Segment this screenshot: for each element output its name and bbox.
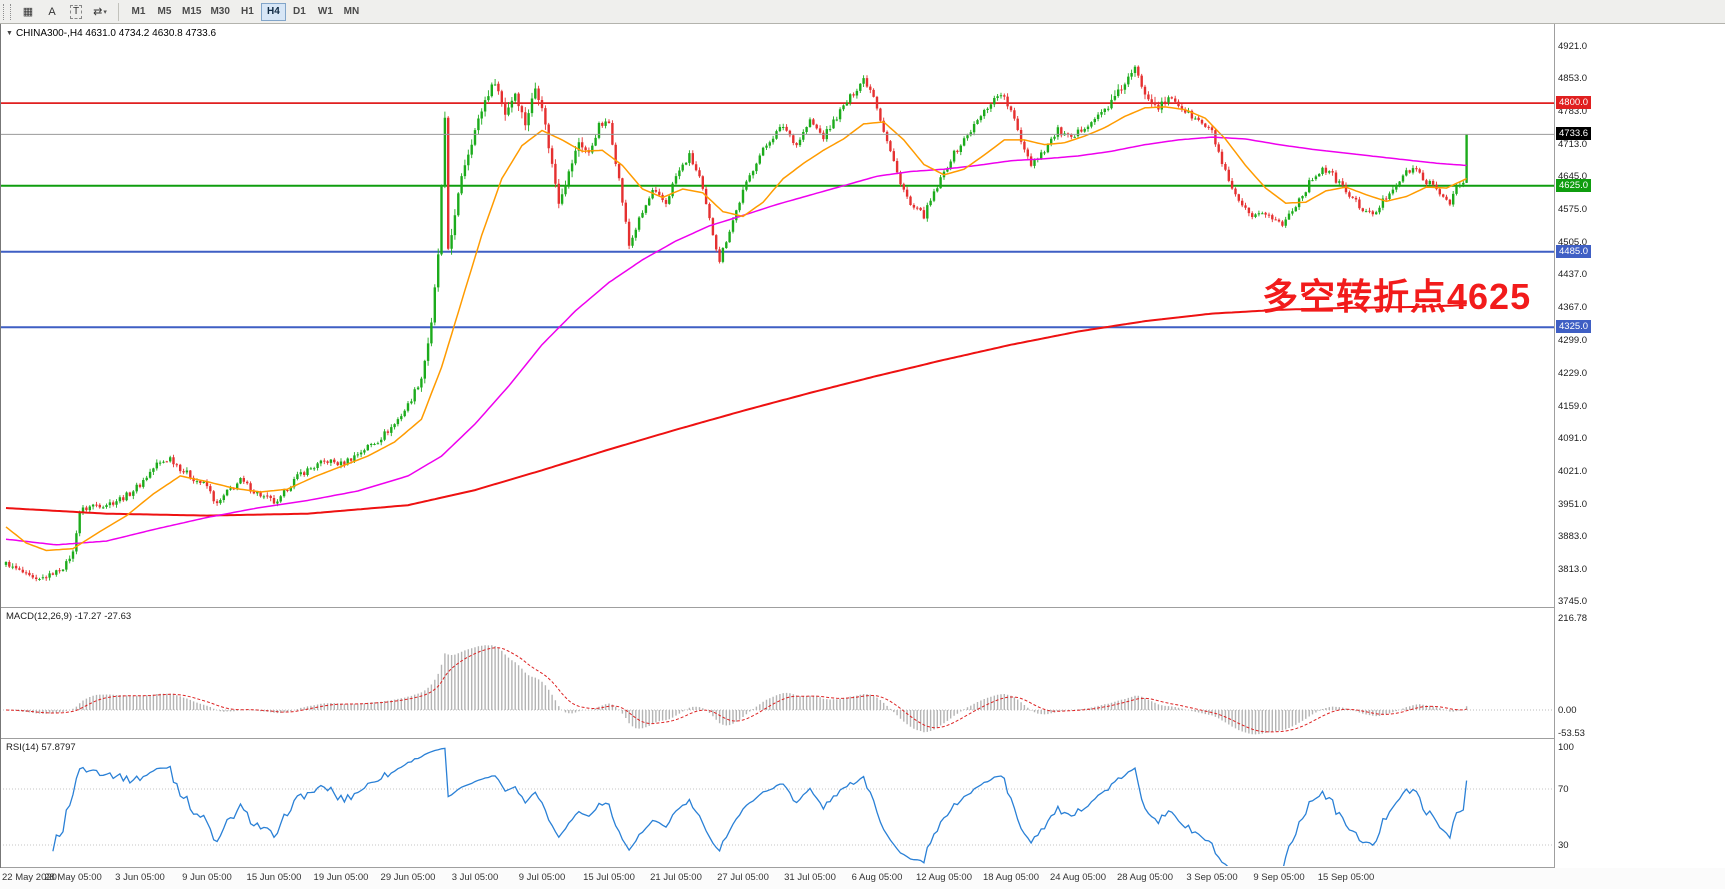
price-axis-label: 4091.0 bbox=[1558, 432, 1588, 444]
time-axis-label: 3 Jun 05:00 bbox=[115, 872, 165, 883]
price-axis-label: 3813.0 bbox=[1558, 563, 1588, 575]
macd-axis-label: 216.78 bbox=[1558, 612, 1588, 624]
timeframe-button-h1[interactable]: H1 bbox=[241, 6, 254, 17]
symbol-info: ▼ CHINA300-,H4 4631.0 4734.2 4630.8 4733… bbox=[6, 28, 216, 39]
toolbar-separator bbox=[118, 2, 119, 21]
toolbar-grip[interactable] bbox=[3, 3, 11, 20]
text-tool-icon[interactable]: T bbox=[65, 2, 87, 22]
rsi-axis-label: 30 bbox=[1558, 840, 1569, 851]
macd-indicator-label: MACD(12,26,9) -17.27 -27.63 bbox=[6, 611, 132, 622]
chart-canvas[interactable] bbox=[0, 0, 1554, 889]
price-axis-label: 4921.0 bbox=[1558, 41, 1588, 52]
price-axis-label: 4575.0 bbox=[1558, 204, 1588, 216]
price-axis-label: 3883.0 bbox=[1558, 530, 1588, 542]
price-axis-label: 4783.0 bbox=[1558, 106, 1588, 118]
time-axis-label: 28 Aug 05:00 bbox=[1117, 872, 1173, 883]
cycle-arrows-icon[interactable]: ⇄ ▾ bbox=[93, 6, 107, 18]
timeframe-button-d1[interactable]: D1 bbox=[293, 6, 306, 17]
timeframe-button-m30[interactable]: M30 bbox=[210, 6, 230, 17]
price-axis-label: 3951.0 bbox=[1558, 498, 1588, 510]
price-axis-label: 4229.0 bbox=[1558, 367, 1588, 379]
timeframe-button-mn[interactable]: MN bbox=[343, 6, 360, 17]
time-axis-label: 15 Sep 05:00 bbox=[1317, 872, 1375, 883]
time-axis-label: 12 Aug 05:00 bbox=[916, 872, 972, 883]
time-axis-label: 31 Jul 05:00 bbox=[784, 872, 836, 883]
price-level-badge: 4325.0 bbox=[1556, 320, 1592, 334]
macd-axis-label: -53.53 bbox=[1558, 727, 1585, 739]
macd-axis-label: 0.00 bbox=[1558, 705, 1577, 716]
price-level-badge: 4800.0 bbox=[1556, 96, 1592, 110]
time-axis[interactable]: 22 May 2020 28 May 05:00 3 Jun 05:00 9 Jun … bbox=[0, 868, 1725, 889]
price-axis-label: 4437.0 bbox=[1558, 269, 1588, 281]
font-tool-icon[interactable]: A bbox=[48, 5, 56, 18]
time-axis-label: 21 Jul 05:00 bbox=[650, 872, 702, 883]
price-axis-label: 4159.0 bbox=[1558, 400, 1588, 412]
time-axis-label: 15 Jul 05:00 bbox=[583, 872, 635, 883]
time-axis-label: 9 Jul 05:00 bbox=[518, 872, 566, 883]
panel-separator[interactable] bbox=[0, 738, 1725, 739]
price-axis-label: 4505.0 bbox=[1558, 237, 1588, 249]
price-level-badge: 4485.0 bbox=[1556, 244, 1592, 258]
time-axis-label: 19 Jun 05:00 bbox=[313, 872, 369, 883]
timeframe-button-h4[interactable]: H4 bbox=[260, 2, 286, 21]
symbol-dropdown-icon[interactable]: ▼ bbox=[6, 30, 13, 37]
price-axis-label: 3745.0 bbox=[1558, 596, 1588, 607]
price-axis-label: 4367.0 bbox=[1558, 302, 1588, 314]
time-axis-label: 22 May 2020 bbox=[2, 872, 57, 883]
timeframe-button-w1[interactable]: W1 bbox=[317, 6, 333, 17]
time-axis-label: 29 Jun 05:00 bbox=[380, 872, 436, 883]
price-axis-label: 4713.0 bbox=[1558, 139, 1588, 151]
toolbar: ▦ A T ⇄ ▾ M1 M5 M15 M30 H1 H4 D1 W1 MN bbox=[0, 0, 1725, 24]
chart-left-border bbox=[0, 24, 1, 889]
timeframe-button-m15[interactable]: M15 bbox=[182, 6, 202, 17]
time-axis-label: 6 Aug 05:00 bbox=[851, 872, 903, 883]
time-axis-label: 3 Jul 05:00 bbox=[451, 872, 499, 883]
price-axis-label: 4021.0 bbox=[1558, 465, 1588, 477]
time-axis-label: 15 Jun 05:00 bbox=[246, 872, 302, 883]
price-axis-label: 4299.0 bbox=[1558, 334, 1588, 346]
time-axis-label: 9 Jun 05:00 bbox=[182, 872, 232, 883]
price-axis-label: 4853.0 bbox=[1558, 73, 1588, 85]
panel-separator[interactable] bbox=[0, 607, 1725, 608]
timeframe-button-m1[interactable]: M1 bbox=[131, 6, 146, 17]
timeframe-button-m5[interactable]: M5 bbox=[157, 6, 172, 17]
time-axis-label: 18 Aug 05:00 bbox=[983, 872, 1039, 883]
current-price-badge: 4733.6 bbox=[1556, 127, 1592, 141]
time-axis-label: 28 May 05:00 bbox=[44, 872, 102, 883]
time-axis-label: 9 Sep 05:00 bbox=[1253, 872, 1305, 883]
time-axis-label: 3 Sep 05:00 bbox=[1186, 872, 1238, 883]
price-level-badge: 4625.0 bbox=[1556, 178, 1592, 192]
window-grid-icon[interactable]: ▦ bbox=[22, 6, 34, 18]
price-scale-separator bbox=[1554, 24, 1555, 868]
panel-separator bbox=[0, 867, 1725, 868]
symbol-ohlc-text: CHINA300-,H4 4631.0 4734.2 4630.8 4733.6 bbox=[15, 28, 217, 39]
chart-annotation-text: 多空转折点4625 bbox=[1262, 276, 1532, 317]
price-scale[interactable] bbox=[1555, 24, 1725, 868]
price-axis-label: 4645.0 bbox=[1558, 171, 1588, 183]
time-axis-label: 27 Jul 05:00 bbox=[717, 872, 769, 883]
rsi-axis-label: 70 bbox=[1558, 784, 1569, 795]
rsi-axis-label: 100 bbox=[1558, 742, 1574, 753]
time-axis-label: 24 Aug 05:00 bbox=[1050, 872, 1106, 883]
rsi-indicator-label: RSI(14) 57.8797 bbox=[6, 742, 76, 753]
